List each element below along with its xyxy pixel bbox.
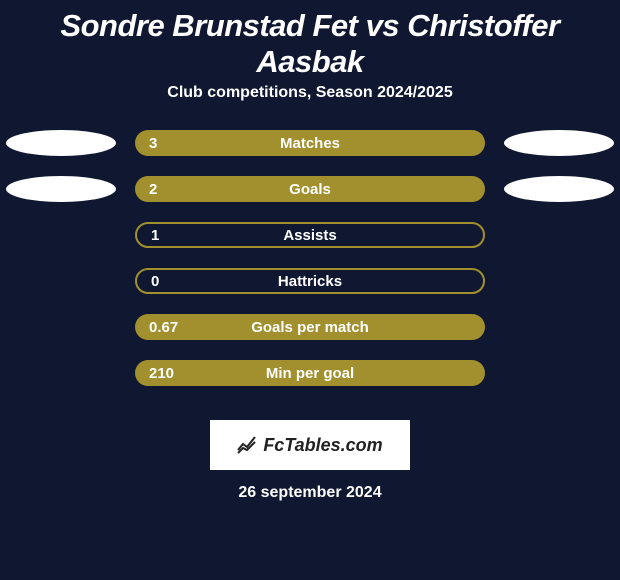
stat-value: 3 <box>149 135 157 152</box>
stat-value: 0.67 <box>149 319 178 336</box>
comparison-card: Sondre Brunstad Fet vs Christoffer Aasba… <box>0 0 620 580</box>
player-left-oval <box>6 176 116 202</box>
player-right-oval <box>504 176 614 202</box>
player-left-oval <box>6 130 116 156</box>
stat-label: Goals <box>135 181 485 198</box>
stat-value: 210 <box>149 365 174 382</box>
stat-row: 0Hattricks <box>0 268 620 294</box>
stat-bar: 3Matches <box>135 130 485 156</box>
stat-label: Goals per match <box>135 319 485 336</box>
stat-bar: 1Assists <box>135 222 485 248</box>
chart-icon <box>237 435 257 455</box>
stat-rows: 3Matches2Goals1Assists0Hattricks0.67Goal… <box>0 130 620 406</box>
stat-label: Assists <box>137 227 483 244</box>
stat-bar: 0Hattricks <box>135 268 485 294</box>
stat-bar: 2Goals <box>135 176 485 202</box>
stat-row: 0.67Goals per match <box>0 314 620 340</box>
stat-value: 1 <box>151 227 159 244</box>
stat-value: 0 <box>151 273 159 290</box>
logo-text: FcTables.com <box>263 435 382 456</box>
subtitle: Club competitions, Season 2024/2025 <box>167 84 452 102</box>
page-title: Sondre Brunstad Fet vs Christoffer Aasba… <box>0 0 620 84</box>
stat-row: 1Assists <box>0 222 620 248</box>
stat-label: Matches <box>135 135 485 152</box>
stat-value: 2 <box>149 181 157 198</box>
stat-label: Min per goal <box>135 365 485 382</box>
stat-row: 3Matches <box>0 130 620 156</box>
stat-row: 2Goals <box>0 176 620 202</box>
stat-bar: 0.67Goals per match <box>135 314 485 340</box>
player-right-oval <box>504 130 614 156</box>
stat-label: Hattricks <box>137 273 483 290</box>
date-label: 26 september 2024 <box>238 484 381 502</box>
stat-bar: 210Min per goal <box>135 360 485 386</box>
stat-row: 210Min per goal <box>0 360 620 386</box>
logo-box: FcTables.com <box>210 420 410 470</box>
